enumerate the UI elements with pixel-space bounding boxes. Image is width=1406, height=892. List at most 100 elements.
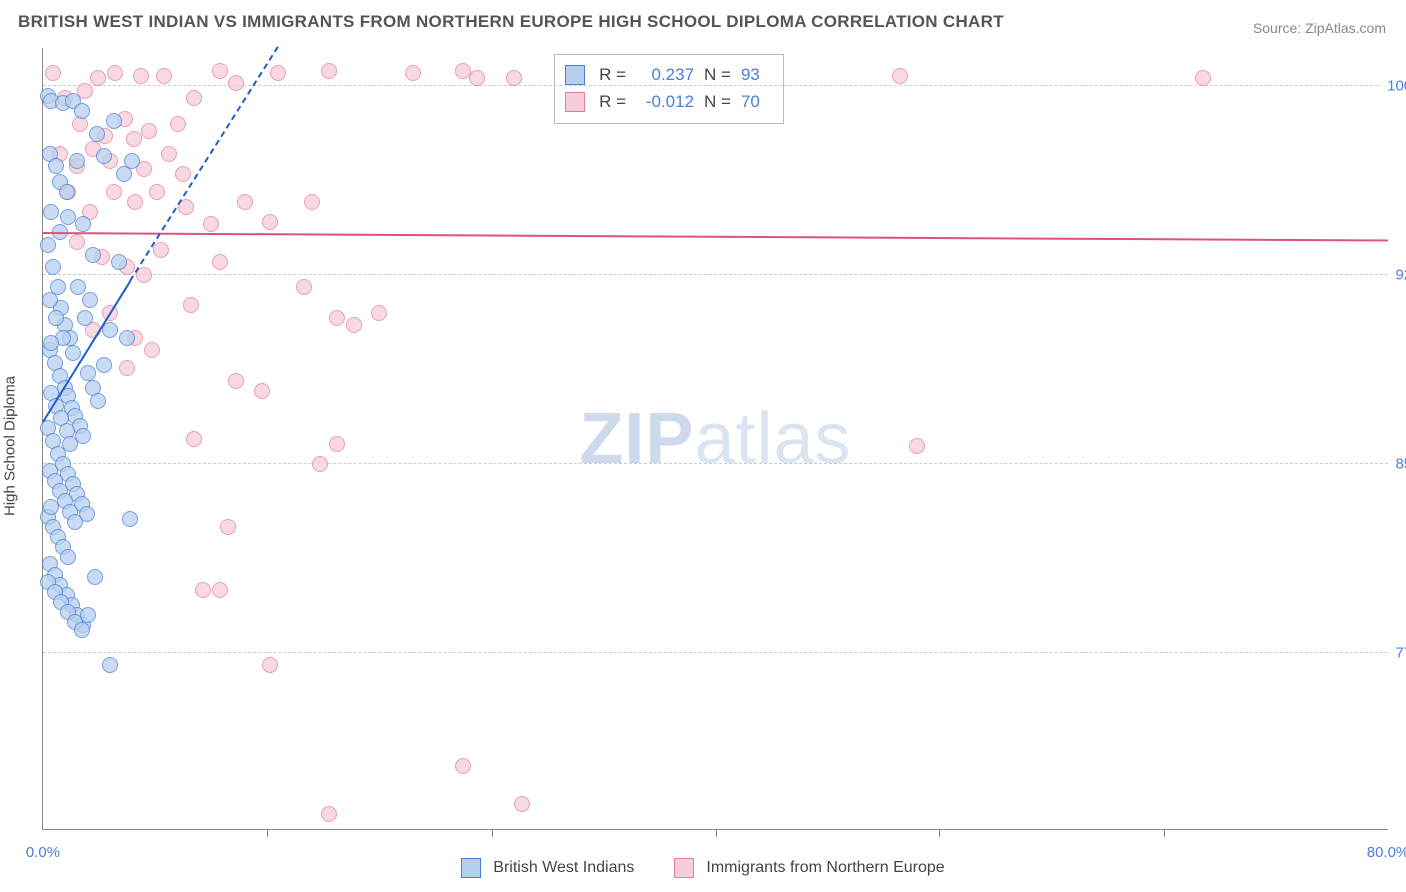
watermark: ZIPatlas bbox=[579, 398, 851, 480]
point-series-b bbox=[321, 806, 337, 822]
point-series-a bbox=[60, 209, 76, 225]
point-series-a bbox=[40, 237, 56, 253]
legend-swatch-b bbox=[674, 858, 694, 878]
point-series-b bbox=[262, 657, 278, 673]
gridline-h bbox=[43, 463, 1406, 464]
point-series-b bbox=[228, 373, 244, 389]
point-series-b bbox=[329, 310, 345, 326]
point-series-b bbox=[405, 65, 421, 81]
point-series-b bbox=[371, 305, 387, 321]
point-series-b bbox=[469, 70, 485, 86]
point-series-a bbox=[42, 292, 58, 308]
point-series-a bbox=[124, 153, 140, 169]
bottom-legend: British West Indians Immigrants from Nor… bbox=[0, 858, 1406, 878]
gridline-h bbox=[43, 652, 1406, 653]
point-series-a bbox=[75, 216, 91, 232]
trendline-a-extrapolated bbox=[130, 46, 280, 281]
point-series-a bbox=[102, 657, 118, 673]
point-series-a bbox=[67, 514, 83, 530]
gridline-h bbox=[43, 274, 1406, 275]
point-series-a bbox=[80, 365, 96, 381]
point-series-b bbox=[186, 90, 202, 106]
legend-swatch-a bbox=[461, 858, 481, 878]
point-series-b bbox=[127, 194, 143, 210]
point-series-b bbox=[329, 436, 345, 452]
point-series-a bbox=[65, 345, 81, 361]
point-series-a bbox=[106, 113, 122, 129]
point-series-a bbox=[122, 511, 138, 527]
ytick-label: 77.5% bbox=[1389, 644, 1406, 661]
stats-legend-box: R = 0.237 N = 93 R = -0.012 N = 70 bbox=[554, 54, 784, 124]
stats-row-b: R = -0.012 N = 70 bbox=[565, 88, 769, 115]
ytick-label: 92.5% bbox=[1389, 266, 1406, 283]
plot-area: ZIPatlas R = 0.237 N = 93 R = -0.012 N =… bbox=[42, 48, 1388, 830]
point-series-b bbox=[161, 146, 177, 162]
point-series-b bbox=[514, 796, 530, 812]
point-series-b bbox=[212, 582, 228, 598]
point-series-b bbox=[45, 65, 61, 81]
point-series-a bbox=[48, 310, 64, 326]
point-series-b bbox=[153, 242, 169, 258]
point-series-b bbox=[228, 75, 244, 91]
point-series-b bbox=[107, 65, 123, 81]
source-attribution: Source: ZipAtlas.com bbox=[1253, 20, 1386, 36]
stats-n-value-b: 70 bbox=[741, 88, 769, 115]
point-series-a bbox=[74, 622, 90, 638]
point-series-b bbox=[1195, 70, 1211, 86]
point-series-b bbox=[212, 254, 228, 270]
xtick-minor bbox=[267, 829, 268, 837]
point-series-b bbox=[69, 234, 85, 250]
legend-label-b: Immigrants from Northern Europe bbox=[706, 859, 944, 877]
point-series-a bbox=[69, 153, 85, 169]
trendline-b bbox=[43, 232, 1388, 242]
xtick-minor bbox=[716, 829, 717, 837]
point-series-a bbox=[60, 549, 76, 565]
point-series-b bbox=[212, 63, 228, 79]
point-series-a bbox=[45, 259, 61, 275]
point-series-a bbox=[80, 607, 96, 623]
point-series-b bbox=[133, 68, 149, 84]
point-series-a bbox=[90, 393, 106, 409]
point-series-b bbox=[119, 360, 135, 376]
legend-item-b: Immigrants from Northern Europe bbox=[674, 858, 944, 878]
point-series-a bbox=[59, 184, 75, 200]
stats-n-label-b: N = bbox=[704, 88, 731, 115]
point-series-a bbox=[111, 254, 127, 270]
point-series-b bbox=[892, 68, 908, 84]
point-series-b bbox=[126, 131, 142, 147]
point-series-b bbox=[195, 582, 211, 598]
point-series-b bbox=[270, 65, 286, 81]
point-series-b bbox=[170, 116, 186, 132]
point-series-b bbox=[203, 216, 219, 232]
point-series-a bbox=[43, 499, 59, 515]
point-series-a bbox=[74, 103, 90, 119]
legend-label-a: British West Indians bbox=[493, 859, 634, 877]
legend-item-a: British West Indians bbox=[461, 858, 634, 878]
point-series-b bbox=[144, 342, 160, 358]
point-series-b bbox=[321, 63, 337, 79]
point-series-a bbox=[89, 126, 105, 142]
point-series-a bbox=[87, 569, 103, 585]
y-axis-label: High School Diploma bbox=[2, 376, 19, 516]
point-series-a bbox=[96, 357, 112, 373]
point-series-b bbox=[156, 68, 172, 84]
point-series-b bbox=[106, 184, 122, 200]
chart-title: BRITISH WEST INDIAN VS IMMIGRANTS FROM N… bbox=[18, 12, 1004, 32]
point-series-b bbox=[90, 70, 106, 86]
point-series-a bbox=[102, 322, 118, 338]
xtick-minor bbox=[492, 829, 493, 837]
point-series-b bbox=[237, 194, 253, 210]
point-series-b bbox=[909, 438, 925, 454]
point-series-a bbox=[96, 148, 112, 164]
point-series-b bbox=[186, 431, 202, 447]
xtick-minor bbox=[1164, 829, 1165, 837]
point-series-a bbox=[85, 247, 101, 263]
ytick-label: 100.0% bbox=[1381, 77, 1406, 94]
point-series-b bbox=[304, 194, 320, 210]
swatch-series-b bbox=[565, 92, 585, 112]
point-series-b bbox=[506, 70, 522, 86]
point-series-b bbox=[346, 317, 362, 333]
point-series-b bbox=[312, 456, 328, 472]
point-series-b bbox=[262, 214, 278, 230]
stats-r-label-b: R = bbox=[599, 88, 626, 115]
